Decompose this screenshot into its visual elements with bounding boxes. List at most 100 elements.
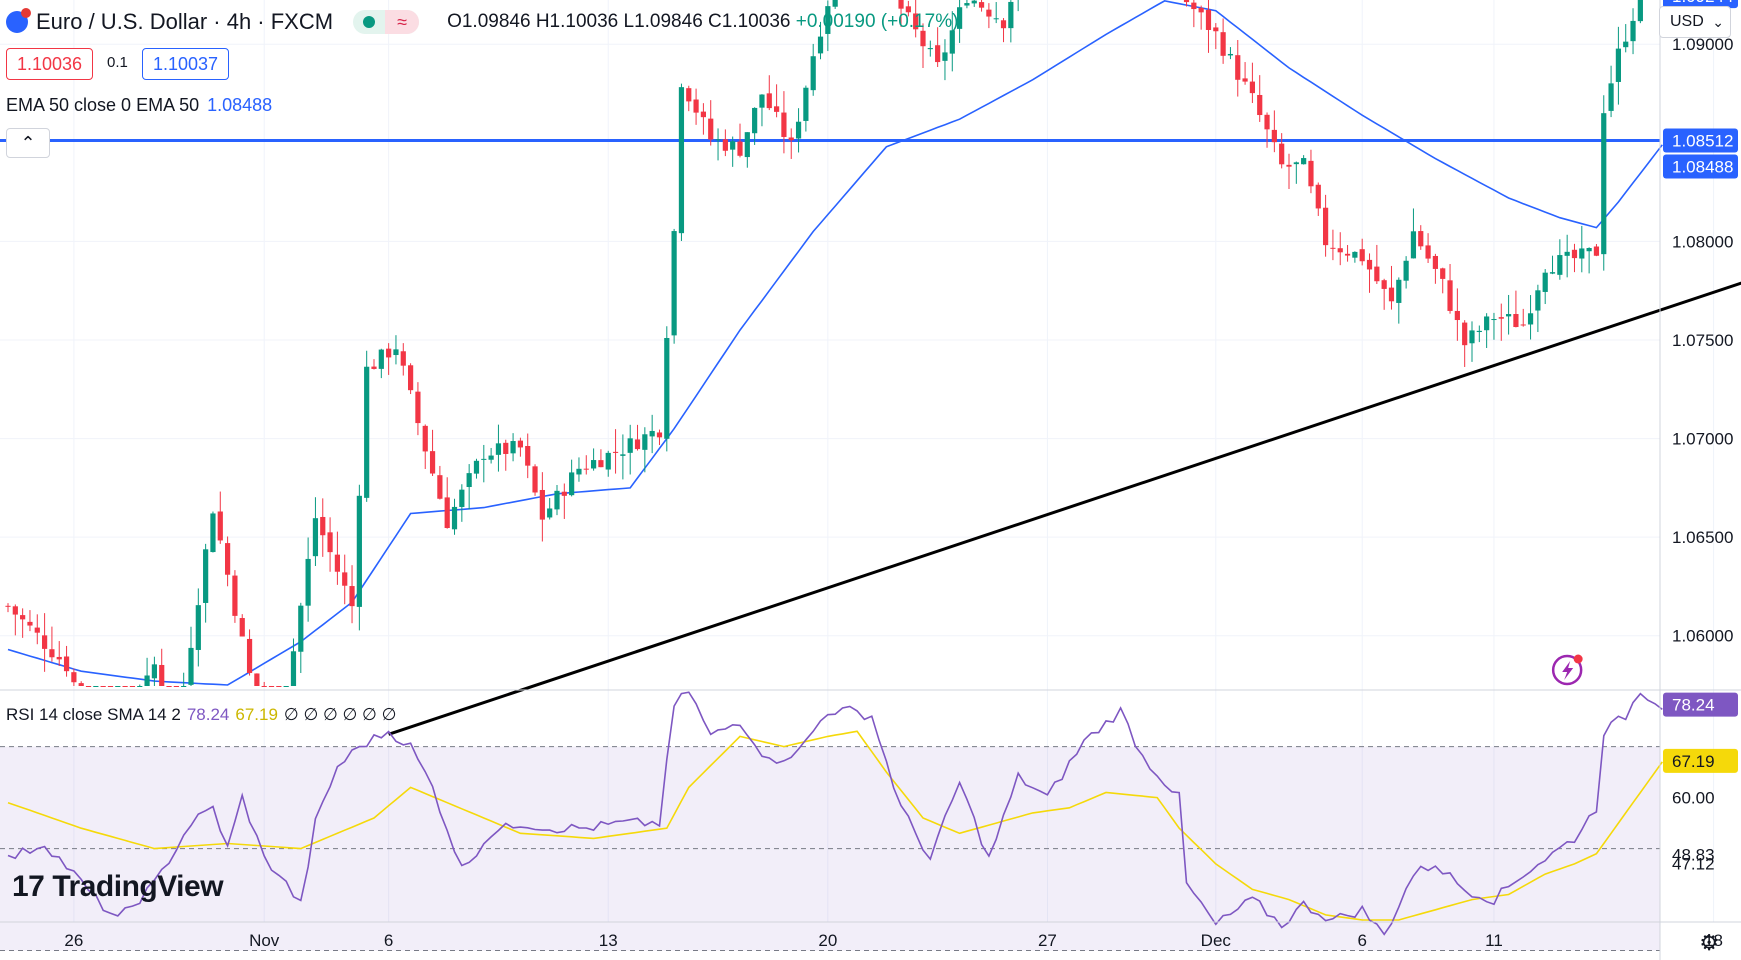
- candle[interactable]: [393, 335, 399, 365]
- candle[interactable]: [1469, 321, 1475, 362]
- candle[interactable]: [1425, 233, 1431, 264]
- candle[interactable]: [210, 511, 216, 553]
- candle[interactable]: [978, 0, 985, 12]
- candle[interactable]: [203, 543, 209, 623]
- candle[interactable]: [503, 439, 509, 471]
- candle[interactable]: [232, 570, 238, 623]
- symbol-title[interactable]: Euro / U.S. Dollar · 4h · FXCM: [36, 9, 334, 34]
- candle[interactable]: [107, 686, 114, 687]
- candle[interactable]: [422, 424, 428, 469]
- candle[interactable]: [1410, 208, 1417, 259]
- candle[interactable]: [737, 123, 743, 158]
- candle[interactable]: [246, 629, 253, 676]
- candle[interactable]: [225, 536, 231, 587]
- candle[interactable]: [1359, 238, 1365, 266]
- candle[interactable]: [817, 21, 824, 60]
- candle[interactable]: [444, 477, 450, 529]
- candle[interactable]: [1374, 244, 1380, 285]
- candle[interactable]: [159, 648, 165, 686]
- candle[interactable]: [788, 128, 794, 159]
- candle[interactable]: [825, 0, 831, 52]
- candle[interactable]: [254, 673, 260, 686]
- candle[interactable]: [554, 484, 560, 516]
- candle[interactable]: [1344, 245, 1351, 262]
- candle[interactable]: [1315, 182, 1321, 216]
- candle[interactable]: [664, 326, 670, 452]
- candle[interactable]: [268, 686, 275, 687]
- candle[interactable]: [356, 484, 362, 631]
- candle[interactable]: [495, 424, 502, 472]
- candle[interactable]: [759, 94, 765, 127]
- candle[interactable]: [63, 645, 70, 677]
- candle[interactable]: [957, 0, 963, 43]
- candle[interactable]: [832, 0, 838, 9]
- candle[interactable]: [327, 517, 333, 572]
- candle[interactable]: [1513, 290, 1519, 328]
- candle[interactable]: [166, 686, 172, 687]
- candle[interactable]: [642, 427, 648, 473]
- candle[interactable]: [1213, 23, 1219, 50]
- candle[interactable]: [547, 498, 553, 520]
- candle[interactable]: [1198, 5, 1204, 30]
- candle[interactable]: [1527, 295, 1534, 340]
- candle[interactable]: [1337, 232, 1343, 266]
- candle[interactable]: [93, 686, 99, 687]
- candle[interactable]: [671, 228, 677, 344]
- candle[interactable]: [349, 565, 355, 624]
- candle[interactable]: [378, 348, 384, 379]
- candle[interactable]: [1586, 247, 1592, 274]
- candle[interactable]: [466, 464, 472, 510]
- candle[interactable]: [1549, 255, 1556, 275]
- candle[interactable]: [1183, 0, 1190, 7]
- candle[interactable]: [312, 497, 319, 567]
- collapse-legend-button[interactable]: ⌃: [6, 128, 50, 158]
- candle[interactable]: [781, 91, 787, 154]
- candle[interactable]: [1542, 269, 1548, 305]
- candle[interactable]: [290, 638, 297, 686]
- candle[interactable]: [122, 686, 128, 687]
- candle[interactable]: [1016, 0, 1021, 12]
- candle[interactable]: [1447, 264, 1453, 314]
- candle[interactable]: [620, 434, 626, 480]
- candle[interactable]: [1637, 0, 1643, 24]
- candle[interactable]: [100, 686, 106, 687]
- candle[interactable]: [437, 465, 443, 500]
- candle[interactable]: [730, 136, 736, 167]
- candle[interactable]: [986, 3, 992, 29]
- candle[interactable]: [656, 429, 663, 446]
- candle[interactable]: [1579, 225, 1585, 273]
- candle[interactable]: [488, 447, 494, 464]
- candle[interactable]: [708, 100, 714, 146]
- candle[interactable]: [766, 75, 772, 111]
- candle[interactable]: [42, 613, 48, 672]
- candle[interactable]: [56, 641, 62, 667]
- candle[interactable]: [415, 382, 421, 436]
- candle[interactable]: [678, 83, 685, 241]
- candle[interactable]: [1271, 110, 1277, 153]
- candle[interactable]: [898, 0, 904, 27]
- candle[interactable]: [1008, 0, 1014, 43]
- time-axis[interactable]: 26 Nov 6 13 20 27 Dec 6 11 18: [64, 931, 1723, 950]
- support-trendline[interactable]: [388, 253, 1741, 736]
- candle[interactable]: [320, 498, 326, 557]
- candle[interactable]: [1366, 253, 1373, 293]
- candle[interactable]: [612, 429, 619, 474]
- candle[interactable]: [386, 343, 392, 375]
- candle[interactable]: [261, 681, 267, 687]
- candle[interactable]: [1462, 320, 1468, 367]
- candle[interactable]: [115, 686, 121, 687]
- candle[interactable]: [1608, 65, 1614, 118]
- candle[interactable]: [195, 588, 201, 667]
- candle[interactable]: [510, 433, 516, 462]
- candle[interactable]: [971, 0, 977, 7]
- candle[interactable]: [993, 2, 999, 24]
- candle[interactable]: [627, 424, 633, 475]
- candle[interactable]: [1476, 325, 1482, 343]
- candle[interactable]: [576, 457, 582, 482]
- buy-button[interactable]: 1.10037: [142, 48, 230, 80]
- candle[interactable]: [34, 614, 40, 645]
- candles[interactable]: [5, 0, 1665, 687]
- candle[interactable]: [517, 437, 523, 457]
- candle[interactable]: [649, 414, 655, 454]
